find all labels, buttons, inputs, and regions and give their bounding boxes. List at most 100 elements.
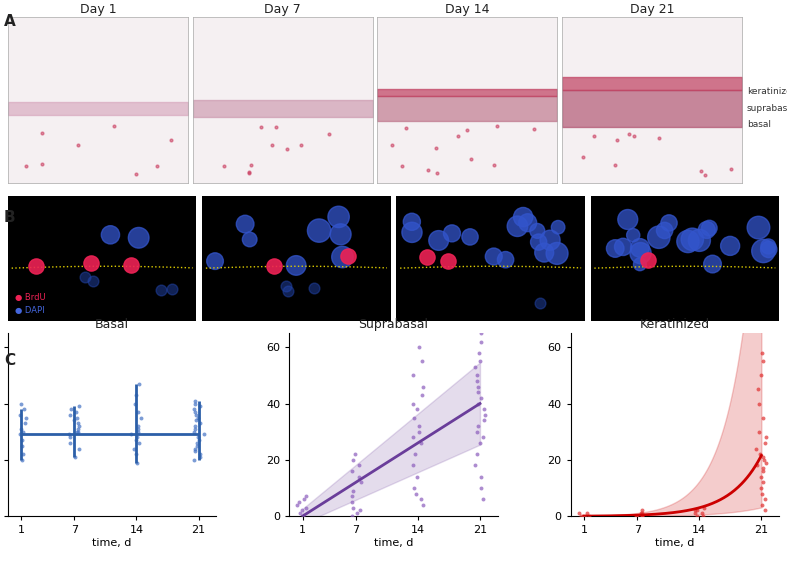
Point xyxy=(635,509,648,518)
Point xyxy=(663,218,675,227)
Point xyxy=(345,512,358,521)
Point xyxy=(658,226,671,235)
Point xyxy=(405,228,418,237)
Point xyxy=(17,427,29,436)
Point xyxy=(194,450,207,459)
Point xyxy=(72,444,85,453)
Point xyxy=(68,416,80,425)
Point xyxy=(471,371,483,380)
Point xyxy=(131,424,144,433)
Point xyxy=(763,245,775,254)
Title: Suprabasal: Suprabasal xyxy=(359,318,428,330)
Point xyxy=(129,450,142,459)
Point xyxy=(752,385,764,394)
Point xyxy=(756,348,768,357)
Point xyxy=(699,170,711,179)
Point xyxy=(291,500,304,509)
Point xyxy=(499,255,512,264)
Point xyxy=(432,236,445,245)
Text: suprabasal: suprabasal xyxy=(747,104,787,113)
Point xyxy=(68,453,81,462)
Point xyxy=(689,509,701,518)
Point xyxy=(754,371,767,380)
Point xyxy=(757,478,770,487)
Point xyxy=(132,379,145,388)
Point xyxy=(725,164,737,173)
Point xyxy=(460,126,473,135)
Point xyxy=(472,382,485,391)
Point xyxy=(581,509,593,518)
Point xyxy=(188,399,201,408)
Point xyxy=(16,456,28,465)
Point xyxy=(471,450,483,459)
Point xyxy=(312,226,325,235)
Point xyxy=(15,399,28,408)
Point xyxy=(696,512,709,521)
Point xyxy=(72,424,85,433)
Point xyxy=(238,219,251,228)
Point xyxy=(386,140,398,149)
Point xyxy=(757,246,770,255)
Point xyxy=(18,404,31,413)
Point xyxy=(478,410,491,419)
Title: Basal: Basal xyxy=(95,318,129,330)
Point xyxy=(762,242,774,251)
X-axis label: time, d: time, d xyxy=(656,538,695,548)
Point xyxy=(132,407,145,416)
Point xyxy=(242,168,255,177)
Point xyxy=(691,512,704,521)
Point xyxy=(131,458,143,467)
Point xyxy=(610,135,623,144)
Text: B: B xyxy=(4,210,16,226)
Point xyxy=(125,430,138,439)
Point xyxy=(346,467,359,476)
Point xyxy=(622,215,634,224)
Point xyxy=(295,506,308,515)
Point xyxy=(636,509,648,518)
Point xyxy=(396,161,408,170)
Point xyxy=(166,284,179,293)
Point xyxy=(634,243,646,252)
Point xyxy=(430,168,443,177)
Point xyxy=(416,500,429,509)
Point xyxy=(430,143,442,152)
Point xyxy=(609,244,622,253)
Point xyxy=(108,122,120,131)
Point xyxy=(13,410,26,419)
Point xyxy=(192,413,205,422)
Point xyxy=(634,249,647,257)
Point xyxy=(255,123,268,132)
Point xyxy=(608,160,621,169)
Point xyxy=(72,140,84,149)
Point xyxy=(190,410,202,419)
Point xyxy=(64,439,76,448)
Point xyxy=(355,478,368,487)
Point xyxy=(755,484,767,493)
Point xyxy=(131,427,144,436)
Point xyxy=(468,461,481,470)
Text: ● DAPI: ● DAPI xyxy=(16,306,45,315)
Point xyxy=(14,430,27,439)
Point xyxy=(511,222,523,231)
Point xyxy=(472,399,485,408)
Point xyxy=(689,506,701,515)
Point xyxy=(577,153,589,162)
Point xyxy=(290,261,302,270)
Point xyxy=(452,132,464,141)
Point xyxy=(188,444,201,453)
Point xyxy=(36,129,49,138)
Title: Day 7: Day 7 xyxy=(264,3,301,16)
Point xyxy=(188,404,201,413)
X-axis label: time, d: time, d xyxy=(92,538,131,548)
Point xyxy=(190,416,202,425)
Point xyxy=(472,388,485,397)
Point xyxy=(477,433,490,442)
Point xyxy=(760,433,773,442)
Point xyxy=(189,424,201,433)
Point xyxy=(209,256,221,265)
Text: basal: basal xyxy=(747,121,770,130)
Point xyxy=(693,236,706,245)
Point xyxy=(36,160,49,169)
Point xyxy=(131,421,144,430)
Point xyxy=(300,503,312,512)
